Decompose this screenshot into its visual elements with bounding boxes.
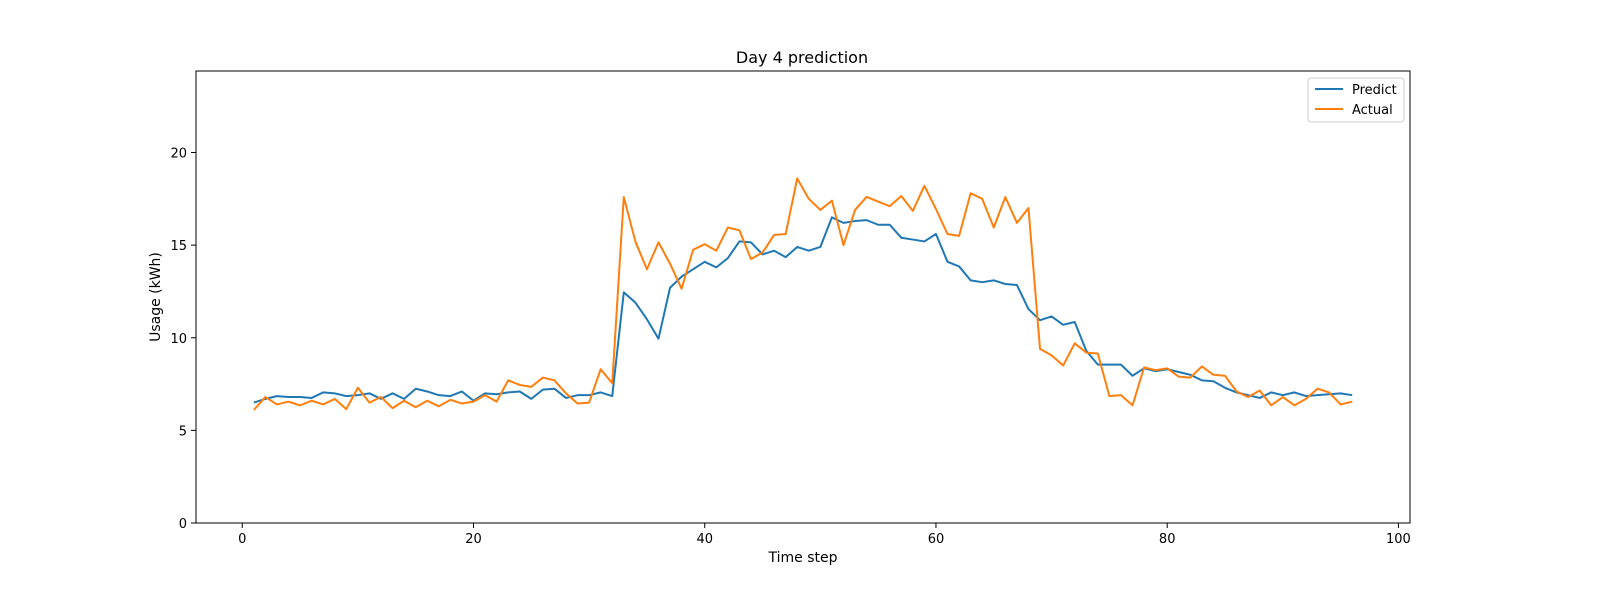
- plot-frame: [195, 70, 1411, 524]
- y-tick-label: 20: [170, 147, 187, 162]
- y-tick-label: 5: [179, 424, 187, 439]
- x-tick-label: 60: [928, 532, 945, 547]
- x-tick-label: 0: [238, 532, 246, 547]
- x-tick-label: 20: [465, 532, 482, 547]
- y-tick-label: 10: [170, 332, 187, 347]
- series-line-actual: [253, 177, 1353, 411]
- legend: Predict Actual: [1307, 77, 1405, 123]
- x-axis: 0 20 40 60 80 100: [238, 523, 1411, 547]
- legend-label-predict: Predict: [1352, 83, 1397, 98]
- y-axis: 0 5 10 15 20: [170, 147, 196, 532]
- x-tick-label: 80: [1159, 532, 1176, 547]
- x-tick-label: 40: [696, 532, 713, 547]
- x-axis-label: Time step: [768, 550, 838, 566]
- y-axis-label: Usage (kWh): [148, 252, 164, 342]
- chart-title: Day 4 prediction: [736, 48, 868, 67]
- x-tick-label: 100: [1386, 532, 1411, 547]
- legend-label-actual: Actual: [1352, 103, 1393, 118]
- y-tick-label: 0: [179, 517, 187, 532]
- series-lines: [253, 177, 1353, 411]
- y-tick-label: 15: [170, 239, 187, 254]
